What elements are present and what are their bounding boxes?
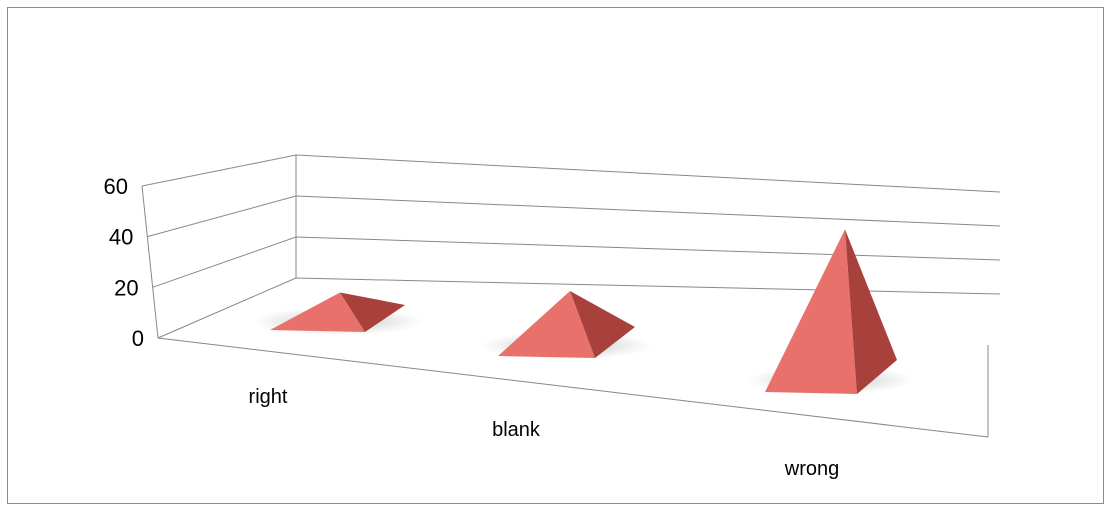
pyramid-front-face (765, 229, 857, 394)
floor-back-edge (295, 277, 1001, 295)
pyramid-front-face (270, 292, 365, 332)
pyramid-wrong (747, 229, 915, 394)
pyramid-right (252, 292, 423, 336)
pyramid-side-face (845, 229, 897, 394)
floor-front-edge (157, 337, 989, 438)
y-tick-label: 60 (104, 174, 128, 199)
pyramid-front-face (498, 291, 595, 358)
gridline (141, 154, 1001, 193)
x-category-label: blank (492, 419, 541, 441)
chart-floor (157, 277, 1001, 438)
left-wall-edge (141, 185, 159, 339)
y-tick-label: 0 (132, 326, 144, 351)
pyramid-side-face (340, 292, 405, 332)
pyramid-side-face (570, 291, 635, 358)
x-axis-category-labels: right blank wrong (249, 386, 840, 480)
floor-left-edge (157, 277, 297, 339)
pyramid-series (252, 229, 915, 394)
y-tick-label: 40 (109, 225, 133, 250)
pyramid-blank (480, 291, 653, 360)
chart-walls (141, 155, 297, 339)
y-tick-label: 20 (114, 275, 138, 300)
gridline (152, 236, 1001, 288)
y-axis-tick-labels: 0 20 40 60 (104, 174, 144, 351)
x-category-label: wrong (784, 458, 839, 480)
gridline (147, 195, 1001, 238)
gridlines (141, 154, 1001, 288)
x-category-label: right (249, 386, 288, 408)
chart-frame (7, 7, 1104, 504)
